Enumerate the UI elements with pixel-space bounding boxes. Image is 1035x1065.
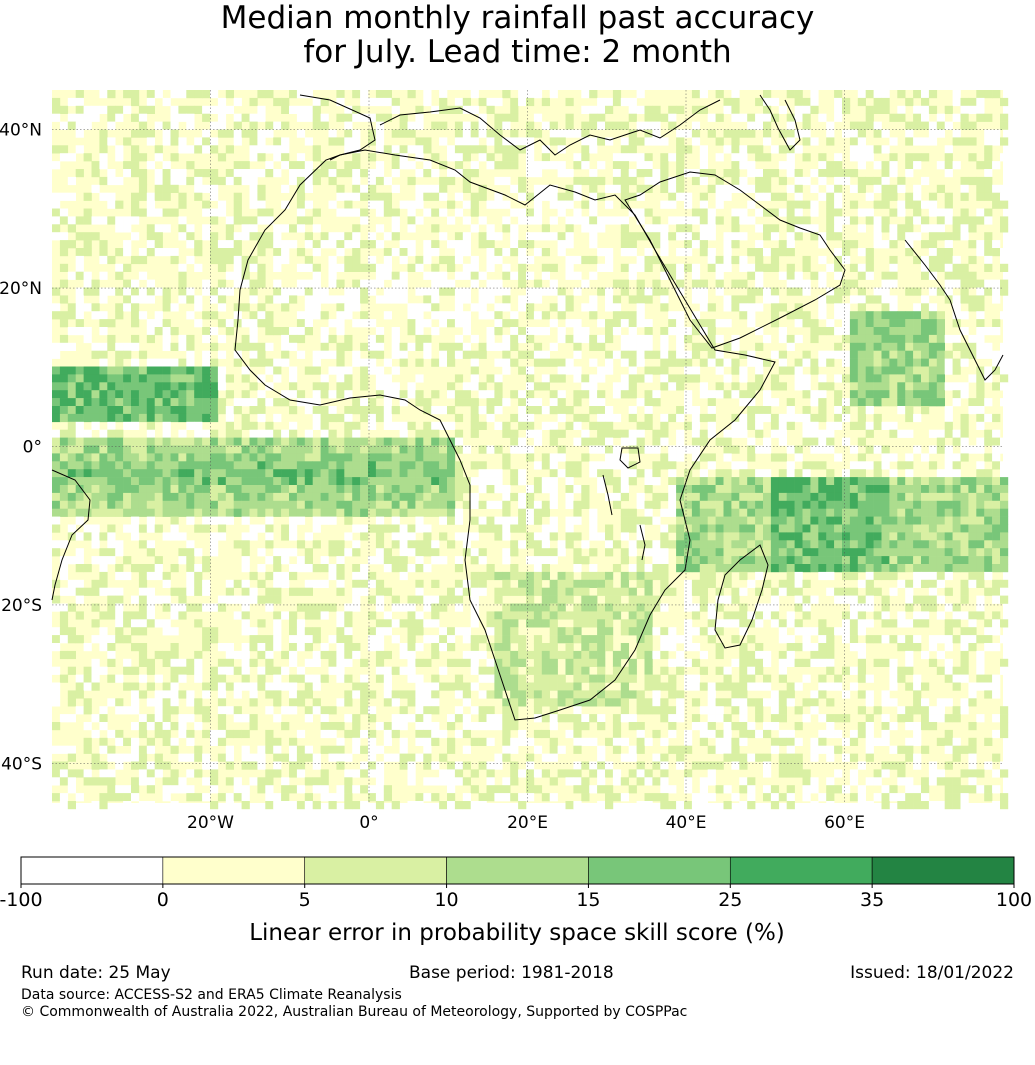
map-title-line-1: Median monthly rainfall past accuracy bbox=[220, 0, 815, 36]
colorbar-outline bbox=[20, 856, 1015, 885]
copyright: © Commonwealth of Australia 2022, Austra… bbox=[21, 1004, 688, 1020]
lat-label: 40°S bbox=[1, 754, 42, 774]
lon-label: 20°E bbox=[507, 813, 548, 833]
lon-label: 20°W bbox=[187, 813, 234, 833]
india-coastline bbox=[904, 239, 1004, 381]
lat-label: 20°S bbox=[1, 596, 42, 616]
colorbar-segment bbox=[20, 856, 164, 885]
colorbar-segment bbox=[446, 856, 589, 885]
lake-malawi bbox=[639, 524, 646, 561]
data-source: Data source: ACCESS-S2 and ERA5 Climate … bbox=[21, 987, 402, 1003]
colorbar-segment bbox=[304, 856, 447, 885]
colorbar-label: Linear error in probability space skill … bbox=[249, 920, 785, 946]
colorbar: -100 0 5 10 15 25 35 100 Linear error in probabi… bbox=[0, 856, 1032, 946]
colorbar-tick-label: 25 bbox=[718, 889, 742, 911]
colorbar-tick-label: 10 bbox=[434, 889, 458, 911]
skill-score-raster bbox=[52, 90, 1009, 810]
caspian-sea bbox=[759, 94, 801, 151]
europe-coastline bbox=[299, 94, 721, 161]
run-date: Run date: 25 May bbox=[21, 963, 171, 983]
colorbar-segment bbox=[588, 856, 731, 885]
lake-tanganyika bbox=[602, 474, 613, 516]
africa-coastline bbox=[234, 149, 776, 721]
colorbar-tick-label: -100 bbox=[0, 889, 43, 911]
colorbar-tick-label: 35 bbox=[860, 889, 884, 911]
colorbar-tick-label: 0 bbox=[157, 889, 169, 911]
lat-label: 40°N bbox=[0, 121, 42, 141]
colorbar-segment bbox=[871, 856, 1015, 885]
graticule bbox=[52, 90, 1003, 803]
map-title-line-2: for July. Lead time: 2 month bbox=[303, 34, 732, 70]
axis-labels: 40°N 20°N 0° 20°S 40°S 20°W 0° 20°E 40°E 60°E bbox=[0, 121, 865, 833]
colorbar-segment bbox=[729, 856, 873, 885]
arabia-coastline bbox=[624, 171, 846, 349]
lon-label: 60°E bbox=[824, 813, 865, 833]
lon-label: 0° bbox=[359, 813, 378, 833]
colorbar-tick-label: 100 bbox=[996, 889, 1032, 911]
lat-label: 20°N bbox=[0, 279, 42, 299]
south-america-coastline bbox=[51, 469, 91, 601]
lake-victoria bbox=[619, 447, 641, 469]
issued-date: Issued: 18/01/2022 bbox=[850, 963, 1014, 983]
coastlines bbox=[51, 94, 1004, 721]
base-period: Base period: 1981-2018 bbox=[409, 963, 614, 983]
colorbar-tick-label: 5 bbox=[299, 889, 311, 911]
colorbar-segment bbox=[162, 856, 306, 885]
lon-label: 40°E bbox=[666, 813, 707, 833]
colorbar-tick-label: 15 bbox=[576, 889, 600, 911]
lat-label: 0° bbox=[23, 438, 42, 458]
map-figure: 40°N 20°N 0° 20°S 40°S 20°W 0° 20°E 40°E 60°E -10… bbox=[0, 90, 1032, 946]
madagascar-coastline bbox=[714, 544, 769, 649]
